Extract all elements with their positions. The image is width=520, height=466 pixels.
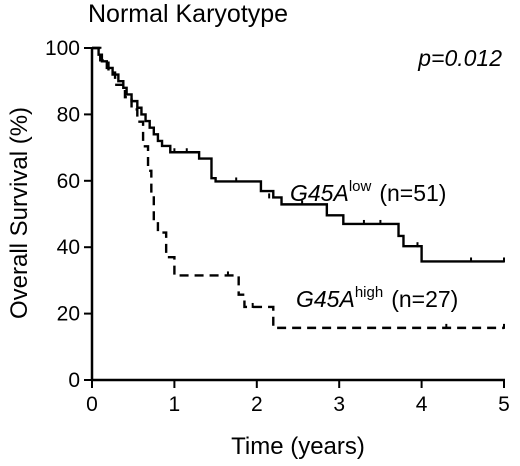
y-tick-label: 0: [68, 369, 80, 392]
series-label-low-n: (n=51): [379, 180, 446, 206]
y-tick-label: 20: [57, 303, 80, 326]
y-tick-label: 60: [57, 170, 80, 193]
y-tick-label: 40: [57, 236, 80, 259]
series-layer: [92, 46, 505, 330]
x-axis-label: Time (years): [231, 433, 365, 460]
series-label-low: G45Alow (n=51): [290, 178, 446, 206]
series-low-line: [92, 46, 504, 263]
y-axis-ticks: 0 20 40 60 80 100: [45, 37, 92, 392]
x-tick-label: 0: [86, 393, 98, 416]
series-label-low-gene: G45A: [290, 180, 349, 206]
series-label-low-superscript: low: [349, 178, 372, 195]
x-tick-label: 3: [333, 393, 345, 416]
series-high-line: [92, 46, 504, 330]
axes: [90, 48, 505, 382]
series-label-high-n: (n=27): [391, 286, 458, 312]
x-axis-ticks: 0 1 2 3 4 5: [86, 380, 510, 416]
series-label-high-gene: G45A: [296, 286, 355, 312]
y-tick-label: 80: [57, 103, 80, 126]
p-value-annotation: p=0.012: [417, 45, 502, 71]
x-tick-label: 1: [169, 393, 181, 416]
y-tick-label: 100: [45, 37, 80, 60]
y-axis-label: Overall Survival (%): [6, 107, 33, 319]
x-tick-label: 2: [251, 393, 263, 416]
series-label-high: G45Ahigh (n=27): [296, 284, 458, 312]
x-tick-label: 4: [416, 393, 428, 416]
x-tick-label: 5: [498, 393, 510, 416]
series-label-high-superscript: high: [355, 284, 383, 301]
chart-title: Normal Karyotype: [88, 0, 288, 28]
